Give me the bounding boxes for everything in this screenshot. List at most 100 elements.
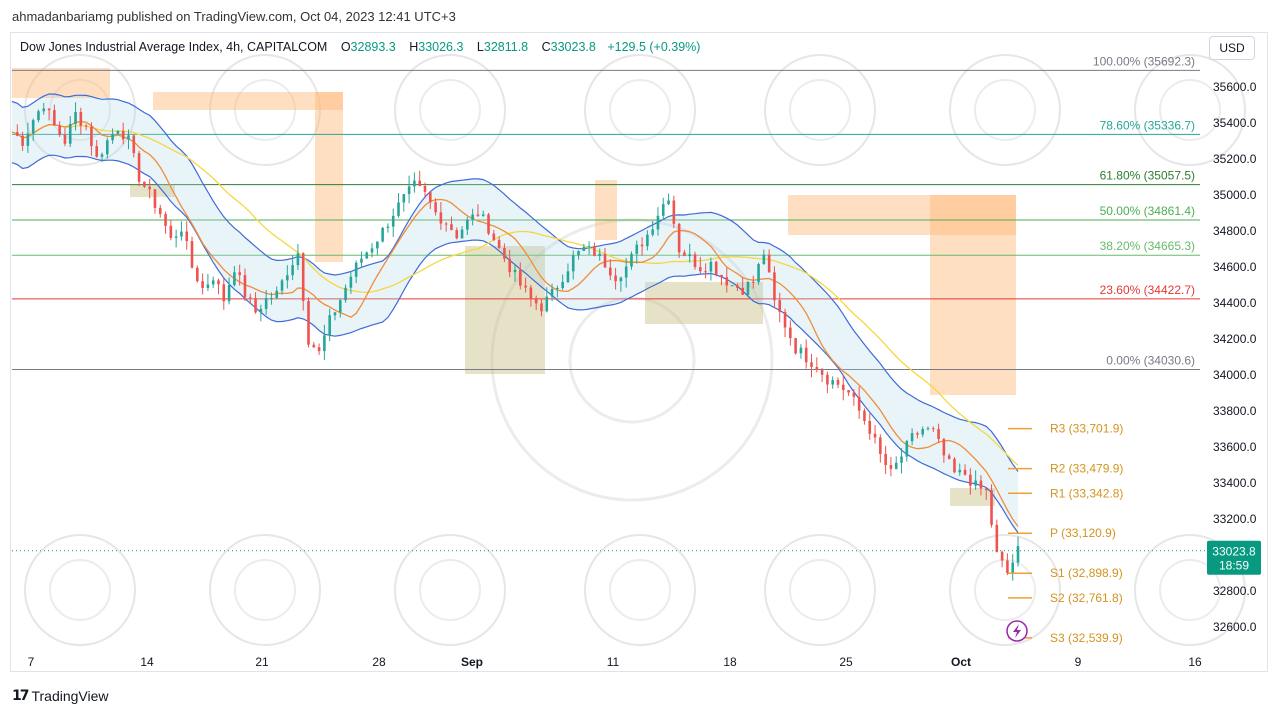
last-price-countdown: 18:59 [1219,559,1249,573]
y-tick-14: 32800.0 [1213,584,1257,598]
candle-body-80 [434,202,437,213]
candle-body-7 [47,108,51,111]
candle-body-150 [804,347,808,363]
low-value: 32811.8 [483,40,529,54]
symbol-title[interactable]: Dow Jones Industrial Average Index, 4h, … [20,40,328,54]
y-tick-4: 34800.0 [1213,224,1257,238]
candle-body-124 [667,200,670,205]
candles [15,102,1020,581]
candle-body-28 [158,207,162,215]
candle-body-98 [529,287,533,299]
watermark-ring-8 [209,534,321,646]
candle-body-146 [783,312,787,328]
fib-label-4: 38.20% (34665.3) [1100,239,1195,253]
watermark-inner-9 [419,559,481,621]
candle-body-21 [121,130,125,140]
candle-body-121 [651,229,654,235]
candle-body-29 [164,214,167,226]
high-value: 33026.3 [418,40,464,54]
zone-4 [788,195,1016,235]
candle-body-12 [74,112,77,124]
x-tick-6: 18 [723,655,737,669]
x-tick-5: 11 [607,655,620,669]
candle-body-178 [953,458,956,473]
moving-averages [11,120,1019,527]
candle-body-17 [100,154,104,157]
candle-body-137 [736,285,739,288]
candle-body-166 [889,465,893,469]
pivot-label-0: R3 (33,701.9) [1050,422,1123,436]
candle-body-135 [725,277,729,286]
candle-body-183 [979,480,983,489]
candle-body-75 [407,186,411,195]
candle-body-107 [577,251,580,256]
zone-6 [465,246,545,374]
candle-body-116 [624,266,628,278]
fib-label-5: 23.60% (34422.7) [1100,283,1195,297]
x-tick-4: Sep [461,655,483,669]
candle-body-3 [26,133,30,146]
pivot-levels: R3 (33,701.9) R2 (33,479.9) R1 (33,342.8) P… [1008,422,1123,645]
fib-label-1: 78.60% (35336.7) [1100,118,1195,132]
candle-body-141 [757,263,760,283]
candle-body-59 [323,335,326,352]
candle-body-95 [513,269,517,273]
candle-body-154 [826,374,829,385]
lightning-icon-bolt [1013,624,1021,638]
candle-body-162 [868,420,872,434]
candle-body-35 [196,267,199,282]
lightning-icon[interactable] [1006,620,1028,642]
candle-body-45 [248,297,252,299]
candle-body-106 [571,255,575,272]
low-label: L [476,40,484,54]
zone-5 [930,195,1016,395]
candle-body-181 [969,474,972,486]
candle-body-49 [270,297,273,299]
currency-button[interactable]: USD [1209,36,1255,60]
watermark-inner-12 [974,559,1036,621]
price-axis[interactable]: 35600.0 35400.0 35200.0 35000.0 34800.0 34600… [1213,80,1257,634]
candle-body-16 [95,146,99,157]
candle-body-60 [328,315,331,336]
y-tick-15: 32600.0 [1213,620,1257,634]
pivot-label-6: S3 (32,539.9) [1050,631,1123,645]
watermark-ring-13 [1134,534,1246,646]
time-axis[interactable]: 7 14 21 28 Sep 11 18 25 Oct 9 16 [28,655,1202,669]
y-tick-5: 34600.0 [1213,260,1257,274]
candle-body-31 [174,236,178,238]
candle-body-188 [1006,560,1009,573]
candle-body-126 [677,223,681,253]
candle-body-120 [646,234,649,247]
candle-body-34 [190,241,194,268]
candle-body-8 [53,110,56,126]
candle-body-62 [338,300,342,313]
candle-body-115 [619,277,623,282]
fib-label-2: 61.80% (35057.5) [1100,169,1195,183]
tradingview-logo[interactable]: 17 TradingView [12,688,109,704]
watermark-ring-10 [584,534,696,646]
candle-body-83 [450,224,453,231]
candle-body-105 [566,271,570,282]
candle-body-65 [354,262,358,277]
tradingview-logo-icon: 17 [12,688,30,704]
candle-body-175 [937,428,940,440]
candle-body-74 [402,194,406,203]
candle-body-113 [609,267,612,276]
y-tick-7: 34200.0 [1213,332,1257,346]
candle-body-177 [947,455,951,459]
candle-body-79 [428,191,432,203]
candle-body-153 [820,369,824,375]
candle-body-101 [545,296,549,312]
y-tick-12: 33200.0 [1213,512,1257,526]
pivot-label-4: S1 (32,898.9) [1050,566,1123,580]
candle-body-169 [905,441,909,457]
x-tick-2: 21 [255,655,269,669]
candle-body-174 [931,428,935,430]
watermark-inner-4 [789,79,851,141]
candle-body-5 [37,111,40,121]
candle-body-2 [21,135,24,146]
watermark-inner-3 [609,79,671,141]
candle-body-47 [259,309,263,313]
candle-body-32 [180,231,183,237]
